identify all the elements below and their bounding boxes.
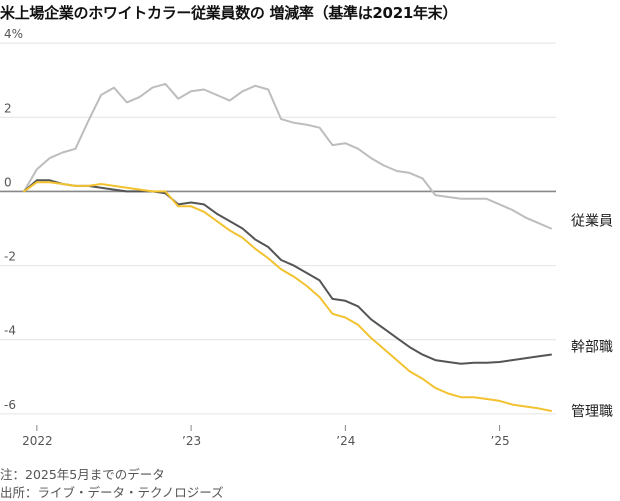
grid-lines bbox=[0, 42, 556, 415]
x-tick-label: 2022 bbox=[22, 434, 53, 448]
x-axis-ticks: 2022 ’23 ’24 ’25 bbox=[22, 425, 510, 448]
series-label: 管理職 bbox=[571, 404, 613, 420]
y-axis-ticks: 4% 2 0 -2 -4 -6 bbox=[4, 27, 23, 412]
series-line bbox=[23, 82, 552, 230]
x-tick-label: ’24 bbox=[336, 434, 355, 448]
y-tick-label: -4 bbox=[4, 324, 16, 338]
y-tick-label: -6 bbox=[4, 398, 16, 412]
y-tick-label: 0 bbox=[4, 175, 12, 189]
source-note: 出所：ライブ・データ・テクノロジーズ bbox=[0, 485, 224, 500]
chart-title: 米上場企業のホワイトカラー従業員数の 増減率（基準は2021年末） bbox=[0, 4, 458, 22]
series-line bbox=[23, 181, 552, 412]
x-tick-label: ’23 bbox=[182, 434, 201, 448]
series-line bbox=[23, 179, 552, 365]
y-tick-label: 4% bbox=[4, 27, 23, 41]
series-label: 幹部職 bbox=[571, 339, 613, 356]
series-label: 従業員 bbox=[571, 214, 613, 230]
footnote: 注：2025年5月までのデータ bbox=[0, 467, 165, 482]
x-tick-label: ’25 bbox=[491, 434, 510, 448]
series-lines bbox=[23, 82, 552, 412]
y-tick-label: 2 bbox=[4, 101, 12, 115]
y-tick-label: -2 bbox=[4, 250, 16, 264]
